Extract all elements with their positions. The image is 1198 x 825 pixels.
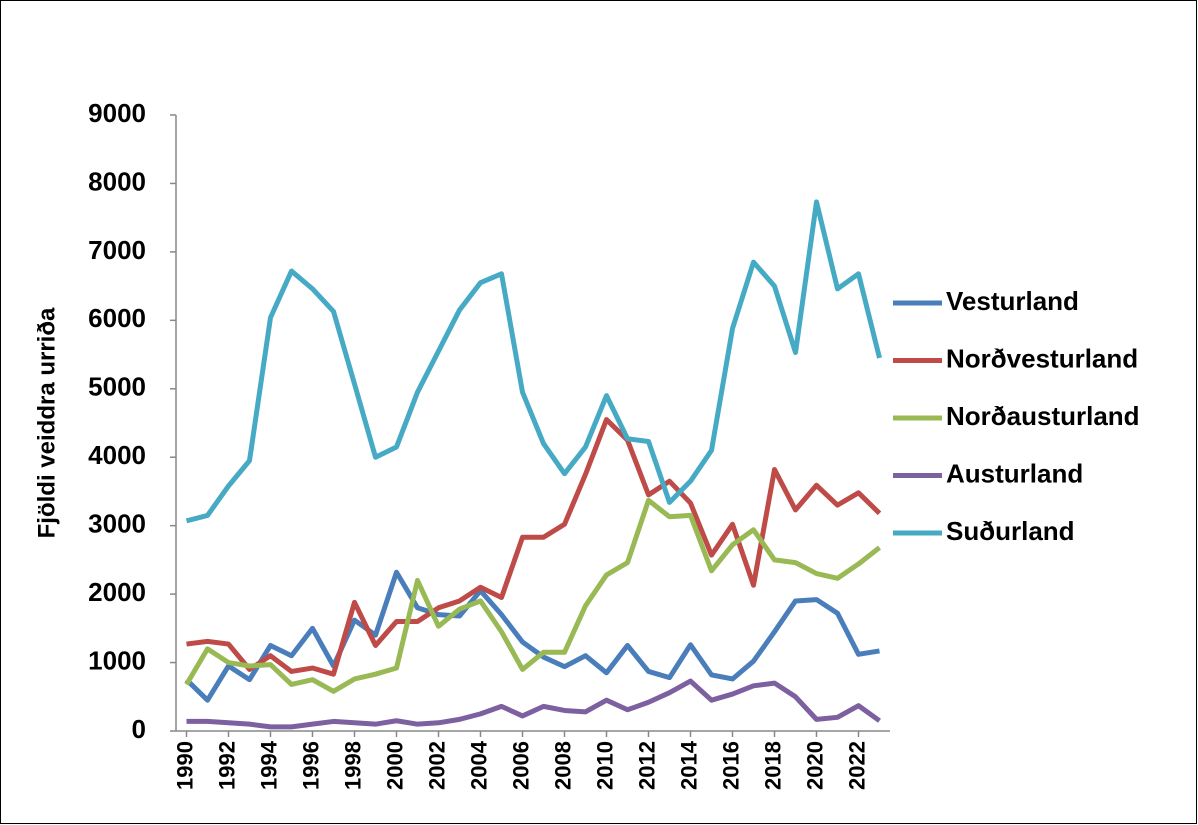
series-line [184,497,882,694]
y-tick-label: 8000 [88,166,146,196]
y-tick-label: 5000 [88,372,146,402]
x-tick-label: 2004 [466,740,491,790]
series-line [186,678,881,730]
x-tick-label: 1992 [214,741,239,790]
x-tick-label: 2014 [676,740,701,790]
x-tick-label: 2018 [760,741,785,790]
legend-label: Norðausturland [946,401,1140,431]
legend-label: Suðurland [946,516,1075,546]
x-tick-label: 1994 [256,740,281,790]
x-tick-label: 2020 [802,741,827,790]
x-tick-label: 1996 [298,741,323,790]
y-tick-label: 6000 [88,303,146,333]
y-tick-label: 1000 [88,645,146,675]
x-tick-label: 2012 [634,741,659,790]
series-line [185,199,882,524]
y-tick-label: 7000 [88,235,146,265]
series-line [184,569,880,703]
x-tick-label: 2022 [844,741,869,790]
x-tick-label: 2008 [550,741,575,790]
x-tick-label: 2006 [508,741,533,790]
legend-label: Norðvesturland [946,343,1138,373]
y-tick-label: 0 [132,714,146,744]
x-tick-label: 2002 [424,741,449,790]
legend-label: Vesturland [946,286,1079,316]
legend-label: Austurland [946,458,1083,488]
y-tick-label: 2000 [88,577,146,607]
x-tick-label: 2016 [718,741,743,790]
y-tick-label: 9000 [88,98,146,128]
x-tick-label: 1990 [172,741,197,790]
y-tick-label: 3000 [88,509,146,539]
x-tick-label: 2000 [382,741,407,790]
x-tick-label: 1998 [340,741,365,790]
y-axis-title: Fjöldi veiddra urriða [33,307,60,538]
series-line [186,417,882,677]
x-tick-label: 2010 [592,741,617,790]
y-tick-label: 4000 [88,440,146,470]
